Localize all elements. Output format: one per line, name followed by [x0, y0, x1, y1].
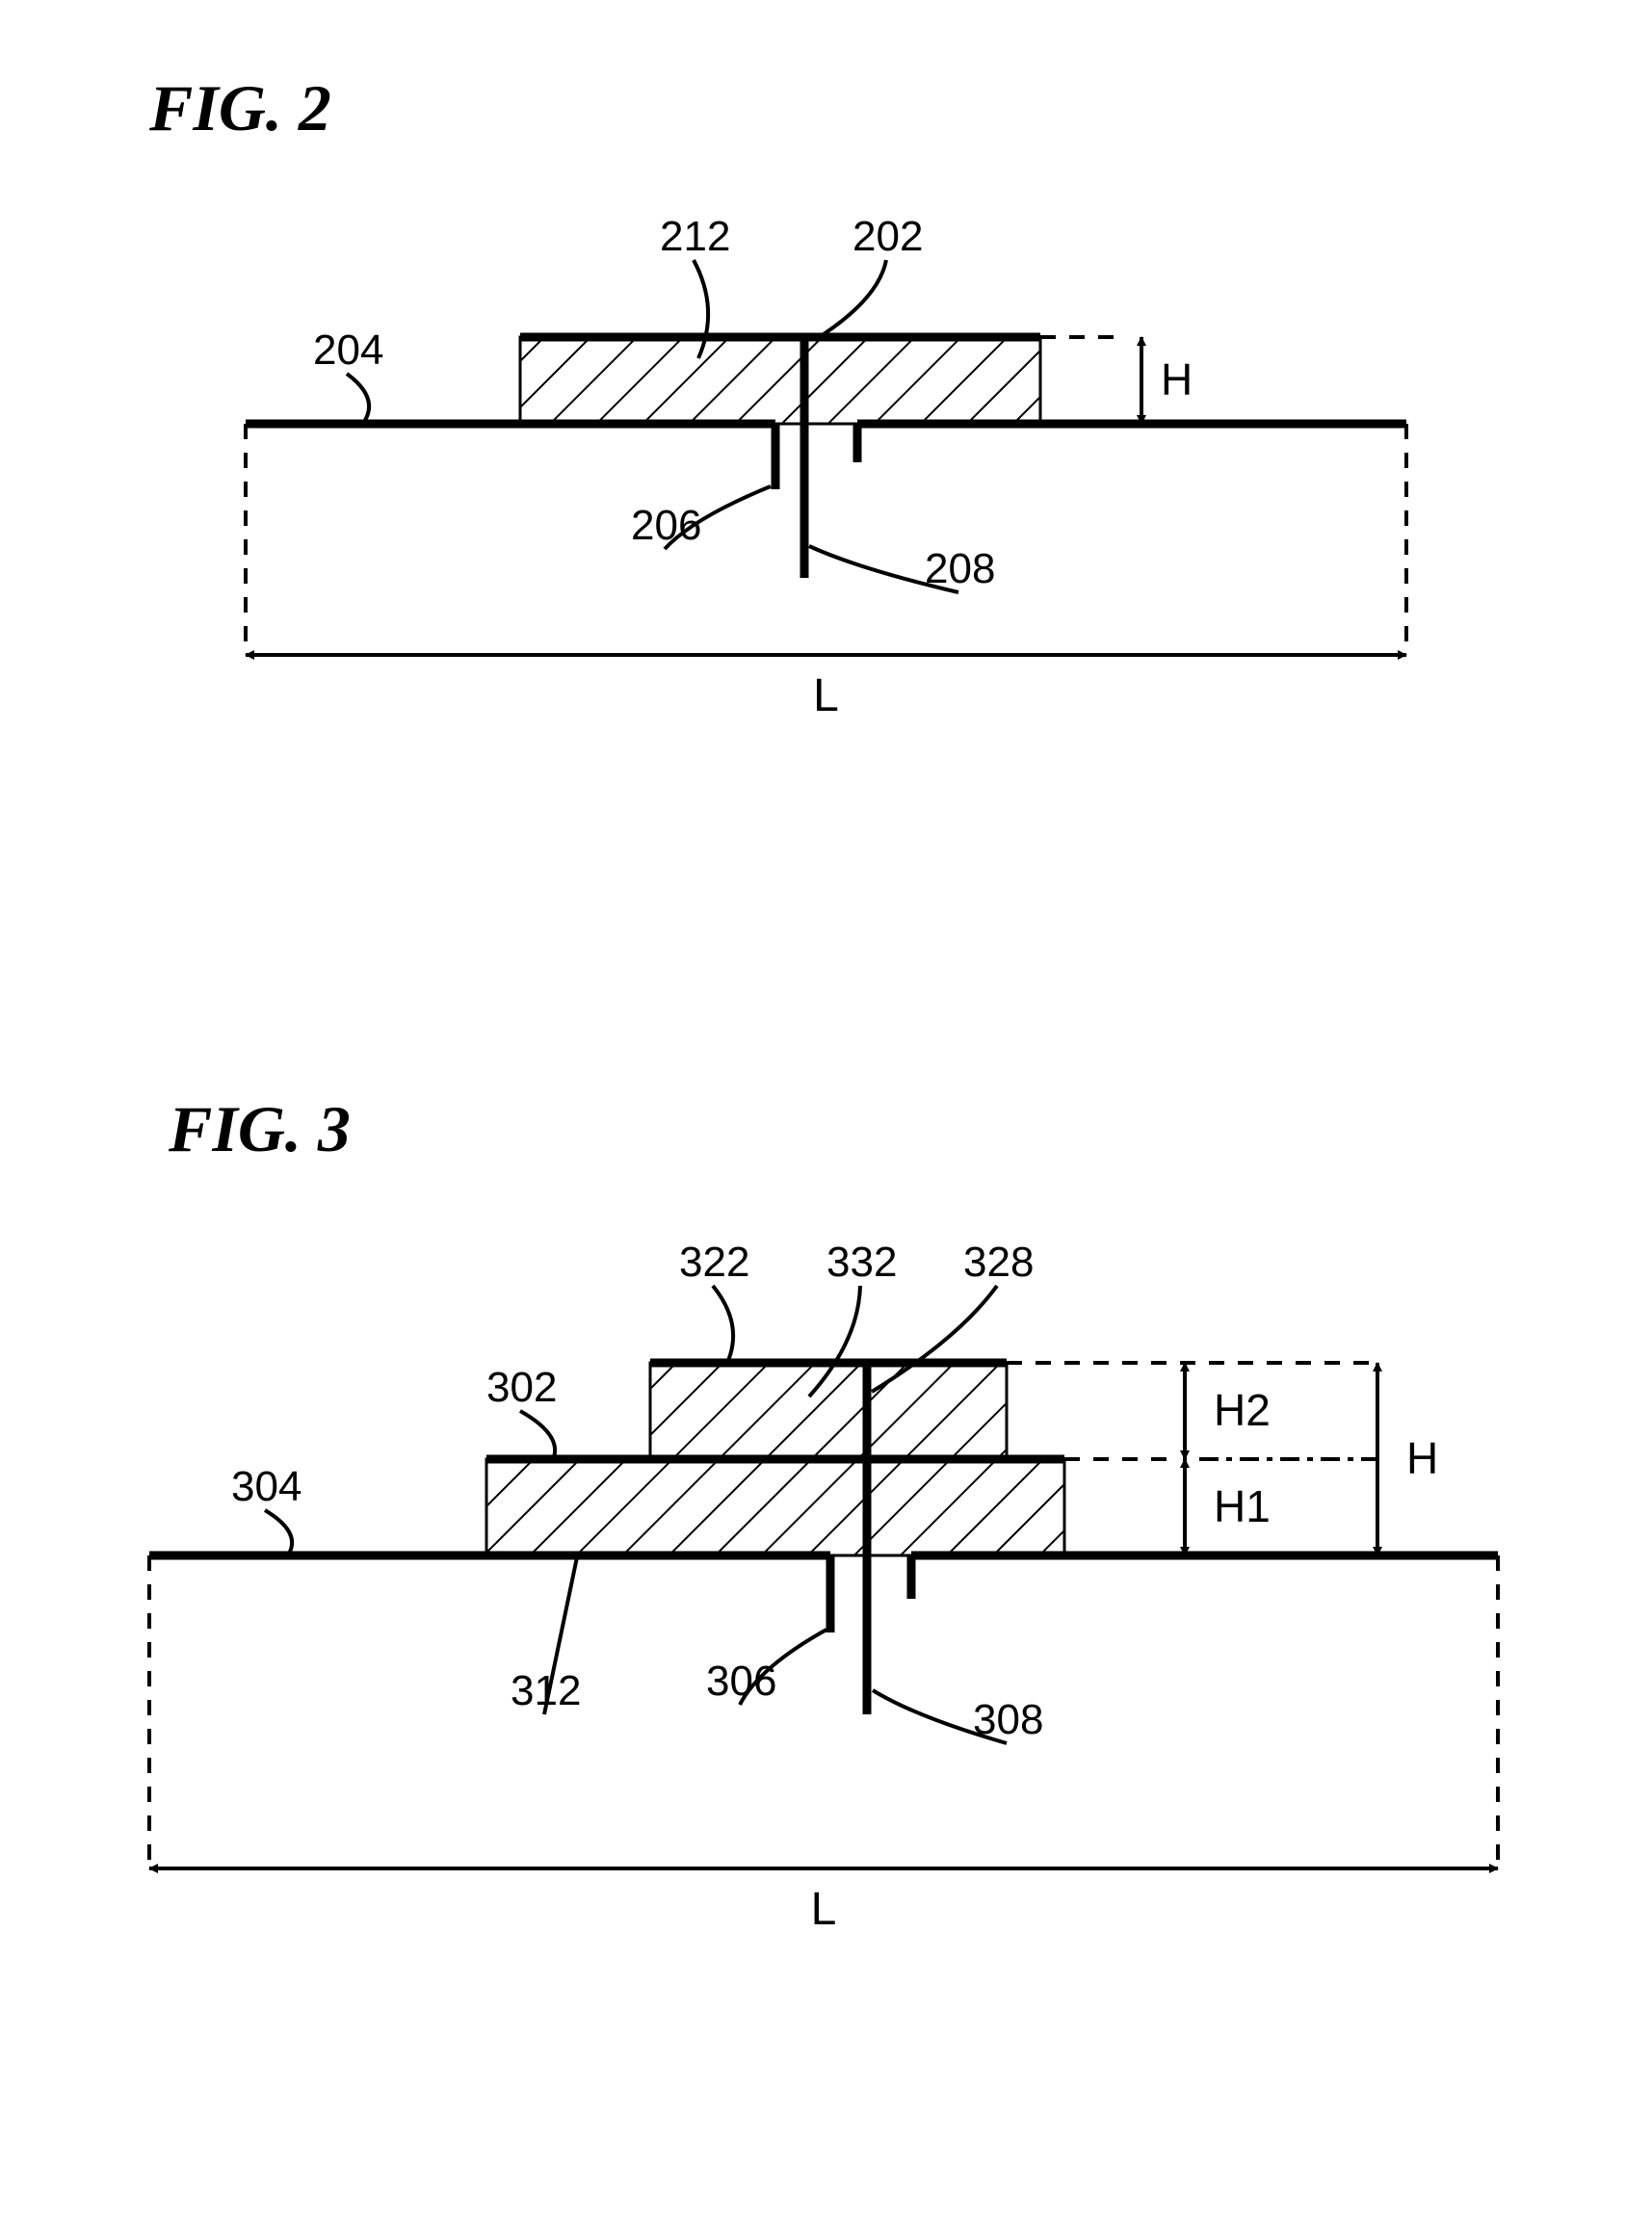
dim-V-label: H [1161, 354, 1193, 405]
ref-202: 202 [852, 213, 923, 260]
dim-L-label: L [811, 1884, 837, 1935]
dim-L-label: L [813, 670, 839, 721]
ref-212: 212 [660, 213, 730, 260]
dim-V-label: H1 [1214, 1481, 1271, 1531]
dim-V-label: H2 [1214, 1385, 1271, 1435]
ref-302: 302 [486, 1364, 557, 1411]
dim-V-label: H [1406, 1433, 1438, 1483]
ref-322: 322 [679, 1239, 749, 1286]
fig2-title: FIG. 2 [148, 71, 331, 144]
ref-304: 304 [231, 1463, 302, 1510]
fig3-dielectric-lower [486, 1459, 1064, 1555]
ref-328: 328 [963, 1239, 1034, 1286]
ref-208: 208 [925, 545, 995, 592]
ref-308: 308 [973, 1696, 1043, 1743]
ref-332: 332 [826, 1239, 897, 1286]
fig3-dielectric-upper [650, 1363, 1007, 1459]
fig2-dielectric [520, 337, 1040, 424]
ref-206: 206 [631, 502, 701, 549]
fig3-title: FIG. 3 [168, 1092, 351, 1165]
ref-306: 306 [706, 1658, 776, 1705]
ref-312: 312 [511, 1667, 581, 1714]
ref-204: 204 [313, 326, 383, 374]
